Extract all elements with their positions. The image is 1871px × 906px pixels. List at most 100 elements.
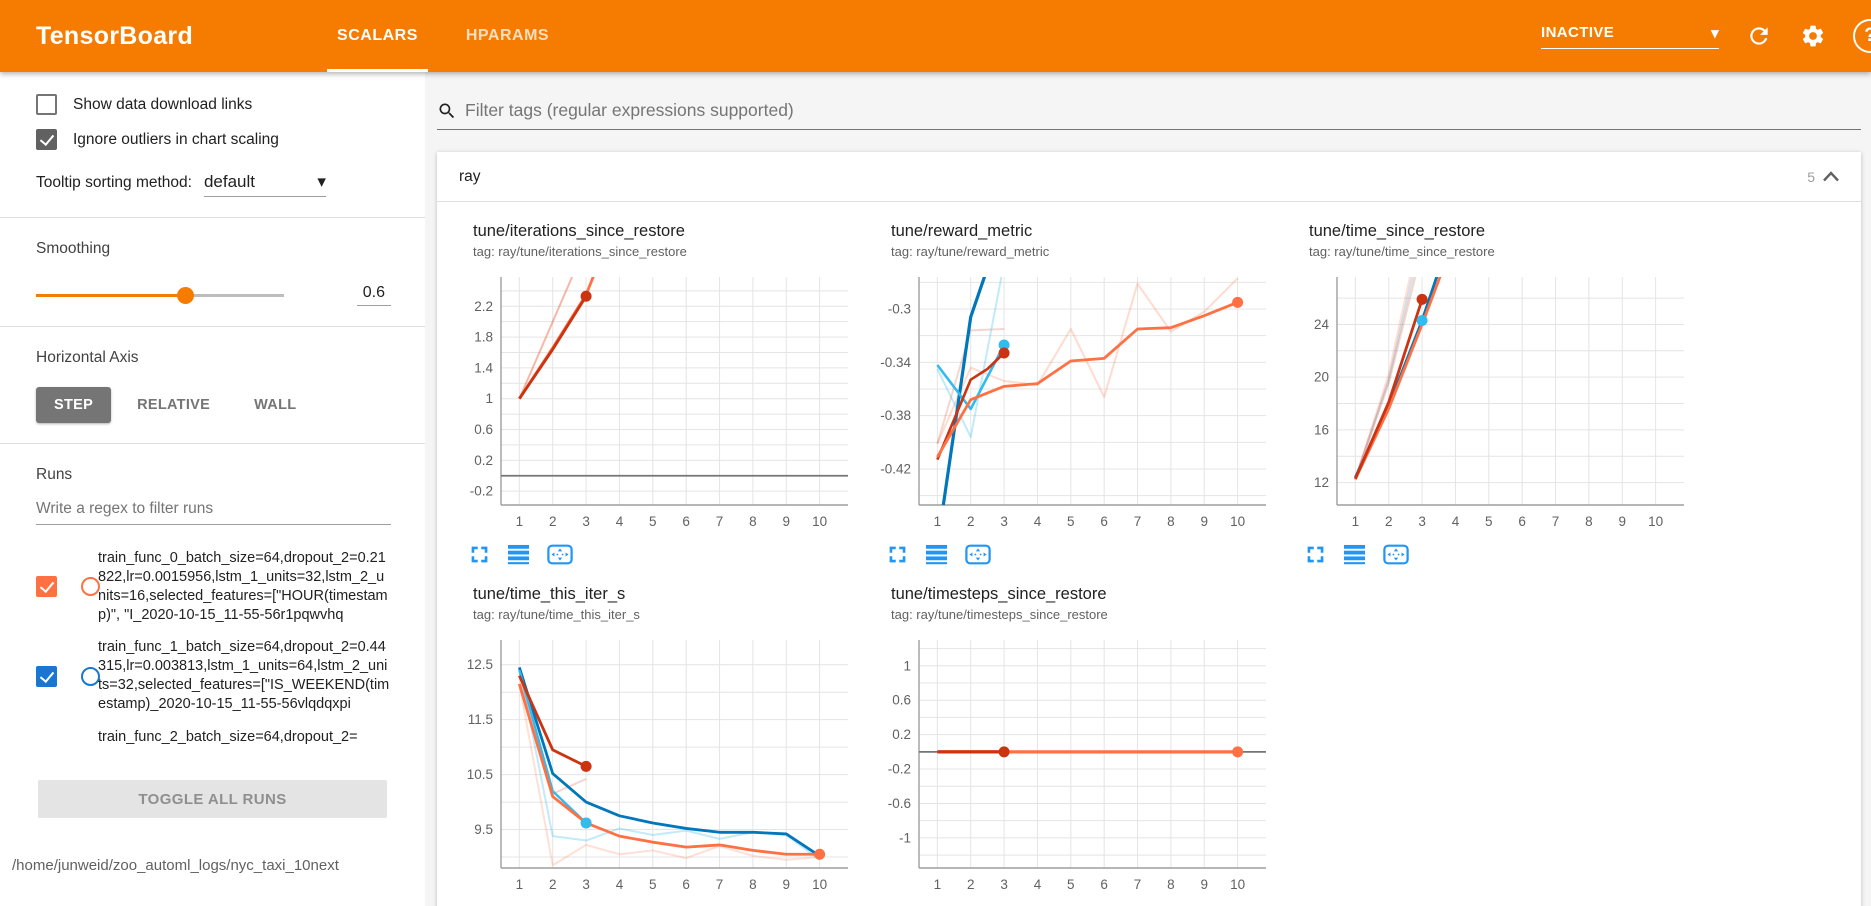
svg-text:9: 9	[1619, 514, 1627, 529]
svg-text:2: 2	[1385, 514, 1393, 529]
chart-actions	[887, 544, 1285, 565]
svg-text:1: 1	[516, 877, 524, 892]
run-1-checkbox[interactable]	[36, 665, 57, 687]
expand-chart-icon[interactable]	[887, 544, 908, 565]
show-download-links-checkbox[interactable]	[36, 94, 57, 115]
svg-text:2: 2	[967, 514, 975, 529]
fit-domain-icon[interactable]	[1383, 544, 1409, 565]
log-directory-path: /home/junweid/zoo_automl_logs/nyc_taxi_1…	[12, 856, 339, 874]
chart-tag: tag: ray/tune/reward_metric	[891, 244, 1050, 259]
tooltip-sorting-select[interactable]: default ▾	[203, 172, 326, 197]
tab-hparams[interactable]: HPARAMS	[465, 27, 550, 44]
tooltip-sorting-value: default	[203, 172, 255, 191]
ignore-outliers-checkbox[interactable]	[36, 129, 57, 150]
tag-filter-field[interactable]	[437, 100, 1861, 130]
svg-text:6: 6	[682, 514, 690, 529]
chart-tag: tag: ray/tune/time_since_restore	[1309, 244, 1495, 259]
run-item-train-func-1[interactable]: train_func_1_batch_size=64,dropout_2=0.4…	[36, 638, 391, 713]
axis-step-button[interactable]: STEP	[36, 387, 112, 423]
svg-text:1.8: 1.8	[474, 330, 493, 345]
chart-tag: tag: ray/tune/timesteps_since_restore	[891, 607, 1108, 622]
svg-text:-1: -1	[899, 830, 911, 845]
svg-text:7: 7	[716, 514, 724, 529]
smoothing-slider[interactable]	[36, 287, 284, 304]
svg-text:3: 3	[1000, 877, 1008, 892]
chart-card-time_since_restore: tune/time_since_restore tag: ray/tune/tim…	[1291, 222, 1703, 571]
svg-text:-0.38: -0.38	[880, 408, 911, 423]
svg-text:8: 8	[1167, 877, 1175, 892]
axis-relative-button[interactable]: RELATIVE	[137, 397, 211, 413]
chart-plot-time_this_iter_s[interactable]: 12.5 11.5 10.5 9.5 1 2 3 4 5 6 7 8 9 10	[455, 632, 857, 898]
smoothing-section: Smoothing 0.6	[0, 218, 425, 327]
log-scale-icon[interactable]	[1343, 544, 1366, 565]
help-icon[interactable]: ?	[1853, 19, 1871, 53]
svg-text:5: 5	[1485, 514, 1493, 529]
runs-section: Runs train_func_0_batch_size=64,dropout_…	[0, 444, 425, 884]
svg-text:6: 6	[1100, 514, 1108, 529]
chart-plot-iterations_since_restore[interactable]: 2.2 1.8 1.4 1 0.6 0.2 -0.2 1 2 3 4 5 6 7 8 9 10	[455, 269, 857, 535]
settings-gear-icon[interactable]	[1799, 22, 1827, 50]
fit-domain-icon[interactable]	[547, 544, 573, 565]
expand-chart-icon[interactable]	[469, 544, 490, 565]
chart-tag: tag: ray/tune/iterations_since_restore	[473, 244, 687, 259]
svg-text:1: 1	[934, 514, 942, 529]
svg-text:8: 8	[749, 514, 757, 529]
refresh-icon[interactable]	[1745, 22, 1773, 50]
svg-text:11.5: 11.5	[468, 712, 493, 727]
svg-text:7: 7	[1134, 877, 1142, 892]
log-scale-icon[interactable]	[507, 544, 530, 565]
log-scale-icon[interactable]	[925, 544, 948, 565]
category-chart-count: 5	[1807, 168, 1815, 185]
runs-filter-input[interactable]	[36, 500, 391, 518]
svg-text:24: 24	[1314, 317, 1330, 332]
chart-plot-timesteps_since_restore[interactable]: 1 0.6 0.2 -0.2 -0.6 -1 1 2 3 4 5 6 7 8 9 10	[873, 632, 1275, 898]
svg-text:0.6: 0.6	[474, 422, 493, 437]
runs-filter-field[interactable]	[36, 500, 391, 525]
category-header[interactable]: ray 5	[437, 152, 1861, 202]
svg-text:9: 9	[1201, 877, 1209, 892]
svg-text:9: 9	[783, 877, 791, 892]
svg-text:-0.3: -0.3	[888, 302, 911, 317]
svg-text:5: 5	[1067, 877, 1075, 892]
show-download-links-row[interactable]: Show data download links	[36, 94, 391, 115]
svg-text:1.4: 1.4	[474, 360, 493, 375]
chart-tag: tag: ray/tune/time_this_iter_s	[473, 607, 640, 622]
chevron-up-icon[interactable]	[1823, 171, 1839, 182]
chart-card-time_this_iter_s: tune/time_this_iter_s tag: ray/tune/time_…	[455, 585, 867, 906]
svg-text:2: 2	[549, 514, 557, 529]
smoothing-slider-fill	[36, 293, 185, 297]
svg-text:-0.2: -0.2	[470, 484, 493, 499]
tag-filter-input[interactable]	[465, 100, 1861, 121]
svg-text:9: 9	[1201, 514, 1209, 529]
reload-status-select[interactable]: INACTIVE ▾	[1541, 24, 1719, 49]
smoothing-label: Smoothing	[36, 240, 111, 257]
smoothing-value[interactable]: 0.6	[356, 284, 391, 306]
toggle-all-runs-button[interactable]: TOGGLE ALL RUNS	[38, 780, 387, 818]
fit-domain-icon[interactable]	[965, 544, 991, 565]
tab-scalars[interactable]: SCALARS	[313, 0, 442, 72]
svg-text:5: 5	[649, 877, 657, 892]
search-icon	[439, 103, 455, 118]
axis-wall-button[interactable]: WALL	[254, 397, 297, 413]
app-title: TensorBoard	[36, 21, 194, 50]
run-0-checkbox[interactable]	[36, 576, 57, 598]
expand-chart-icon[interactable]	[1305, 544, 1326, 565]
smoothing-slider-thumb[interactable]	[176, 287, 194, 304]
svg-text:16: 16	[1314, 422, 1329, 437]
svg-text:6: 6	[1100, 877, 1108, 892]
run-item-train-func-0[interactable]: train_func_0_batch_size=64,dropout_2=0.2…	[36, 549, 391, 624]
svg-text:3: 3	[1418, 514, 1426, 529]
run-item-train-func-2[interactable]: train_func_2_batch_size=64,dropout_2=	[36, 728, 391, 748]
chart-card-timesteps_since_restore: tune/timesteps_since_restore tag: ray/tun…	[873, 585, 1285, 906]
svg-text:8: 8	[1585, 514, 1593, 529]
ignore-outliers-label: Ignore outliers in chart scaling	[73, 130, 279, 148]
run-1-solo-radio[interactable]	[81, 666, 100, 686]
chart-title: tune/timesteps_since_restore	[891, 585, 1107, 603]
svg-text:12.5: 12.5	[467, 657, 493, 672]
chart-card-reward_metric: tune/reward_metric tag: ray/tune/reward_m…	[873, 222, 1285, 571]
ignore-outliers-row[interactable]: Ignore outliers in chart scaling	[36, 129, 391, 150]
chart-plot-reward_metric[interactable]: -0.3 -0.34 -0.38 -0.42 1 2 3 4 5 6 7 8 9 10	[873, 269, 1275, 535]
svg-text:9.5: 9.5	[474, 822, 493, 837]
run-0-solo-radio[interactable]	[81, 577, 100, 597]
